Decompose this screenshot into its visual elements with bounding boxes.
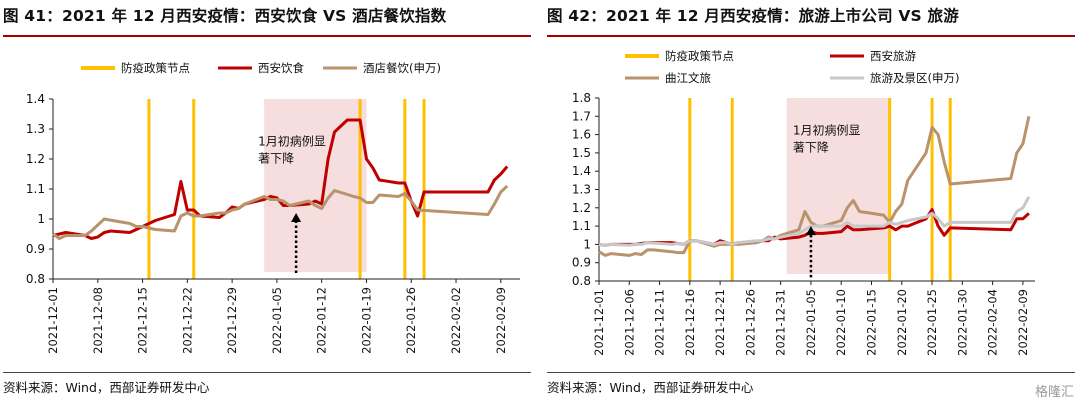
source-note: 资料来源：Wind，西部证券研发中心 [3,380,210,395]
x-tick-label: 2021-12-06 [622,289,636,356]
legend-label: 酒店餐饮(申万) [363,61,441,75]
y-tick-label: 0.8 [26,272,45,286]
annotation-arrow-head [291,213,302,222]
x-tick-label: 2022-02-09 [1016,289,1030,356]
chart-title: 图 42：2021 年 12 月西安疫情：旅游上市公司 VS 旅游 [547,7,959,25]
series-line [598,196,1031,247]
x-tick-label: 2021-12-16 [683,289,697,356]
x-tick-label: 2022-01-26 [404,287,418,354]
y-tick-label: 1.4 [26,92,45,106]
y-tick-label: 1 [583,237,591,251]
x-tick-label: 2022-01-05 [804,289,818,356]
x-tick-label: 2021-12-31 [774,289,788,356]
title-divider [547,35,1075,37]
x-tick-label: 2021-12-08 [91,287,105,354]
x-tick-label: 2021-12-21 [713,289,727,356]
x-tick-label: 2022-01-12 [315,287,329,354]
x-tick-label: 2022-01-05 [270,287,284,354]
chart-panel-fig41: 图 41：2021 年 12 月西安疫情：西安饮食 VS 酒店餐饮指数 防疫政策… [3,0,533,403]
x-tick-label: 2021-12-26 [743,289,757,356]
legend-label: 西安旅游 [870,49,916,63]
x-tick-label: 2021-12-11 [653,289,667,356]
y-tick-label: 0.8 [572,274,591,288]
y-tick-label: 0.9 [572,256,591,270]
highlight-region [264,99,367,272]
series-line [52,184,509,240]
x-tick-label: 2021-12-22 [180,287,194,354]
legend-label: 防疫政策节点 [665,49,734,63]
chart-panel-fig42: 图 42：2021 年 12 月西安疫情：旅游上市公司 VS 旅游 防疫政策节点… [547,0,1077,403]
y-tick-label: 1.2 [572,201,591,215]
x-tick-label: 2022-01-30 [955,289,969,356]
x-tick-label: 2022-01-19 [359,287,373,354]
y-tick-label: 1.1 [26,182,45,196]
y-tick-label: 0.9 [26,242,45,256]
x-tick-label: 2022-02-09 [494,287,508,354]
highlight-region [786,98,890,274]
x-tick-label: 2022-01-10 [834,289,848,356]
legend-label: 曲江文旅 [665,71,711,85]
line-chart-xian-food-vs-hotel-dining: 防疫政策节点 西安饮食 酒店餐饮(申万) 0.8 0.9 1 1.1 1.2 1.3 1.4 202… [26,61,520,354]
legend-label: 防疫政策节点 [121,61,190,75]
legend-label: 旅游及景区(申万) [870,71,959,85]
annotation-arrow-head [805,226,816,236]
x-tick-label: 2022-01-25 [925,289,939,356]
title-divider [3,35,531,37]
x-tick-label: 2021-12-15 [136,287,150,354]
y-tick-label: 1.6 [572,128,591,142]
y-tick-label: 1.4 [572,164,591,178]
annotation-text: 1月初病例显 [258,134,326,149]
source-divider [3,372,531,373]
y-tick-label: 1.7 [572,109,591,123]
y-tick-label: 1.2 [26,152,45,166]
y-tick-label: 1.5 [572,146,591,160]
annotation-text: 1月初病例显 [793,123,861,138]
x-tick-label: 2022-01-15 [865,289,879,356]
annotation-text: 著下降 [793,141,829,155]
y-tick-label: 1 [37,212,45,226]
y-tick-label: 1.1 [572,219,591,233]
series-line [598,115,1031,257]
series-line [52,118,509,240]
x-tick-label: 2021-12-29 [225,287,239,354]
y-tick-label: 1.3 [572,183,591,197]
legend-label: 西安饮食 [258,61,304,75]
watermark-logo: 格隆汇 [1034,385,1074,400]
y-tick-label: 1.3 [26,122,45,136]
x-tick-label: 2021-12-01 [592,289,606,356]
x-tick-label: 2022-01-20 [895,289,909,356]
source-note: 资料来源：Wind，西部证券研发中心 [547,380,754,395]
x-tick-label: 2022-02-02 [449,287,463,354]
chart-title: 图 41：2021 年 12 月西安疫情：西安饮食 VS 酒店餐饮指数 [3,7,447,25]
annotation-text: 著下降 [258,152,294,166]
source-divider [547,372,1075,373]
x-tick-label: 2022-02-04 [986,289,1000,356]
x-tick-label: 2021-12-01 [46,287,60,354]
y-tick-label: 1.8 [572,91,591,105]
